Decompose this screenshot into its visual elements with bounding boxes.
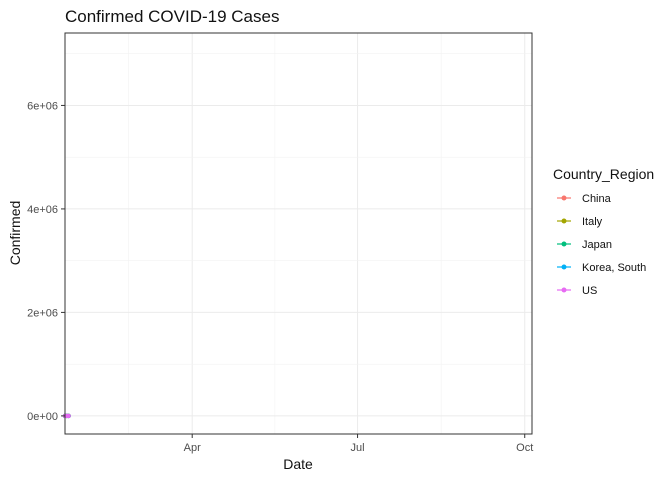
legend-label: Japan (582, 239, 612, 251)
legend-key-point (562, 242, 567, 247)
legend-title: Country_Region (553, 166, 654, 182)
x-axis-title: Date (283, 456, 313, 472)
legend-key-point (562, 288, 567, 293)
legend-key-point (562, 265, 567, 270)
legend-label: China (582, 193, 612, 205)
legend-label: US (582, 285, 597, 297)
y-axis-title: Confirmed (7, 201, 23, 266)
x-tick-label: Jul (351, 442, 365, 454)
legend-label: Italy (582, 216, 603, 228)
y-tick-label: 0e+00 (27, 411, 58, 423)
chart-title: Confirmed COVID-19 Cases (65, 7, 279, 26)
y-tick-label: 4e+06 (27, 204, 58, 216)
plot-panel-background (65, 33, 532, 434)
x-tick-label: Apr (184, 442, 201, 454)
data-point (66, 414, 70, 418)
legend-key-point (562, 219, 567, 224)
y-tick-label: 2e+06 (27, 307, 58, 319)
plot-panel (63, 33, 532, 434)
legend-key-point (562, 196, 567, 201)
x-tick-label: Oct (516, 442, 533, 454)
legend-label: Korea, South (582, 262, 646, 274)
y-tick-label: 6e+06 (27, 100, 58, 112)
